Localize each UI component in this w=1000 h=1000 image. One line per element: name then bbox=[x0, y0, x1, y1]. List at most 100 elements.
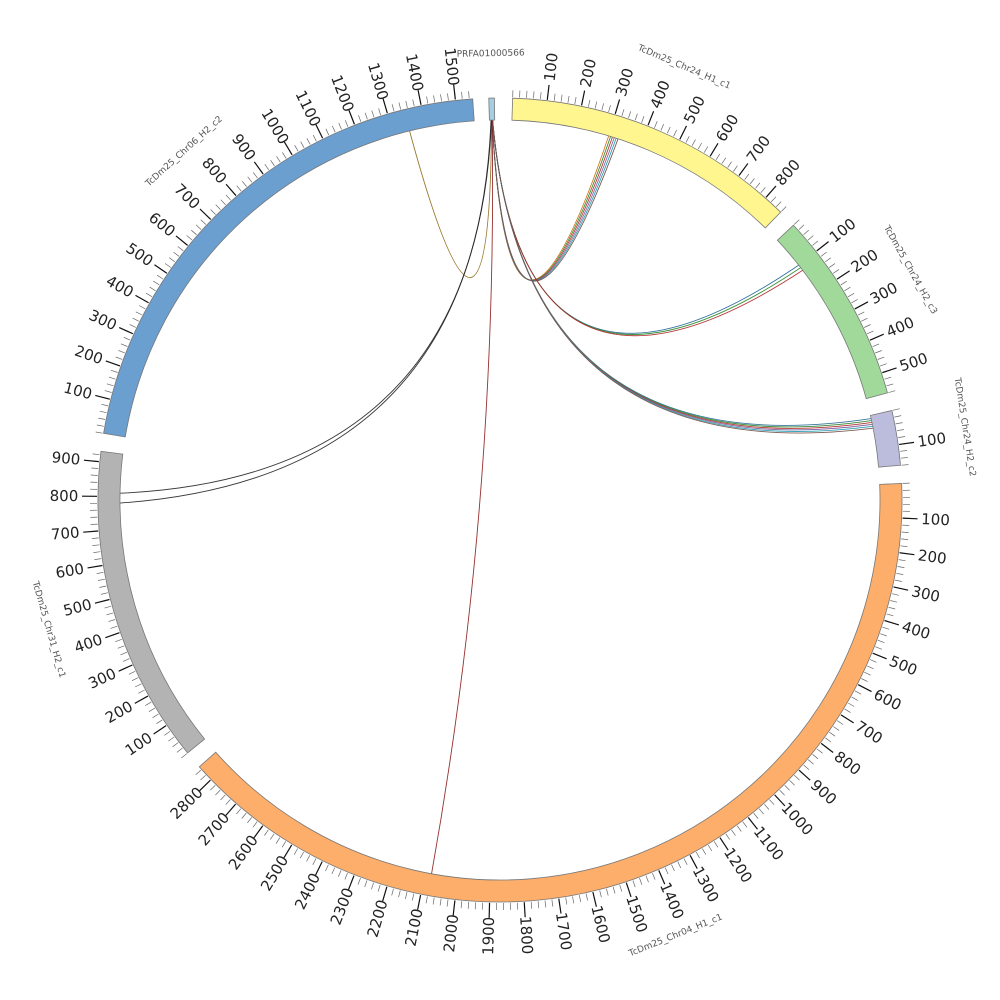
major-tick bbox=[558, 898, 562, 914]
tick-label: 200 bbox=[917, 546, 948, 568]
tick-label: 200 bbox=[848, 246, 882, 277]
tick-label: 100 bbox=[921, 510, 950, 529]
tick-label: 1200 bbox=[327, 72, 358, 114]
major-tick bbox=[592, 892, 597, 907]
tick-label: 300 bbox=[612, 66, 637, 99]
major-tick bbox=[153, 725, 167, 735]
major-tick bbox=[118, 327, 134, 335]
tick-label: 100 bbox=[122, 729, 156, 760]
major-tick bbox=[857, 684, 872, 693]
tick-label: 100 bbox=[916, 429, 947, 451]
tick-label: 500 bbox=[887, 652, 920, 680]
tick-label: 2500 bbox=[257, 852, 292, 894]
major-tick bbox=[382, 886, 388, 902]
tick-label: 600 bbox=[54, 560, 85, 582]
tick-label: 2600 bbox=[225, 832, 262, 873]
segment-chr04_h1_c1 bbox=[198, 483, 903, 903]
tick-label: 900 bbox=[807, 776, 840, 809]
tick-label: 1000 bbox=[257, 106, 292, 148]
tick-label: 1400 bbox=[656, 880, 688, 922]
segment-name-chr24_h2_c3: TcDm25_Chr24_H2_c3 bbox=[881, 223, 939, 316]
tick-label: 800 bbox=[50, 487, 79, 505]
tick-label: 2700 bbox=[195, 809, 234, 850]
segment-name-PRFA01000566: PRFA01000566 bbox=[457, 48, 525, 59]
labels-layer: PRFA01000566 100 200 300 400 500600700800TcDm… bbox=[29, 43, 977, 960]
tick-label: 1000 bbox=[778, 799, 817, 839]
major-tick bbox=[134, 695, 149, 704]
major-tick bbox=[83, 459, 99, 463]
major-tick bbox=[417, 894, 422, 910]
major-tick bbox=[774, 794, 786, 807]
tick-label: 700 bbox=[50, 523, 80, 543]
tick-label: 100 bbox=[62, 379, 94, 404]
segment-name-chr24_h1_c1: TcDm25_Chr24_H1_c1 bbox=[635, 43, 732, 92]
tick-label: 1600 bbox=[587, 904, 613, 945]
tick-label: 700 bbox=[852, 717, 886, 747]
tick-label: 600 bbox=[871, 685, 905, 714]
segment-chr06_h2_c2 bbox=[103, 98, 475, 438]
major-tick bbox=[175, 235, 188, 246]
tick-label: 900 bbox=[51, 448, 81, 469]
tick-label: 1400 bbox=[402, 52, 427, 93]
tick-label: 800 bbox=[198, 154, 230, 187]
tick-label: 900 bbox=[228, 130, 259, 164]
tick-label: 1300 bbox=[689, 863, 723, 905]
links-layer bbox=[119, 120, 874, 874]
major-tick bbox=[105, 632, 120, 639]
tick-label: 800 bbox=[831, 748, 865, 780]
major-tick bbox=[382, 98, 388, 114]
major-tick bbox=[647, 111, 655, 126]
major-tick bbox=[893, 586, 909, 591]
major-tick bbox=[348, 110, 355, 125]
minor-ticks-chr24_h1_c1 bbox=[512, 90, 787, 212]
ticks-layer bbox=[82, 84, 918, 918]
major-tick bbox=[765, 185, 777, 198]
tick-label: 500 bbox=[897, 349, 930, 375]
segments-layer bbox=[97, 97, 903, 903]
tick-label: 2000 bbox=[440, 913, 462, 953]
major-tick bbox=[869, 333, 884, 341]
tick-label: 1100 bbox=[750, 823, 788, 864]
major-tick bbox=[253, 161, 264, 175]
major-tick bbox=[747, 817, 758, 830]
link-chr31_h2_c1 bbox=[119, 120, 492, 504]
link-chr31_h2_c1 bbox=[120, 120, 492, 494]
major-tick bbox=[118, 664, 133, 672]
segment-name-chr31_h2_c1: TcDm25_Chr31_H2_c1 bbox=[29, 579, 66, 679]
tick-label: 1800 bbox=[516, 916, 536, 955]
tick-label: 400 bbox=[647, 78, 674, 111]
tick-label: 200 bbox=[577, 57, 600, 89]
major-tick bbox=[719, 837, 729, 851]
major-tick bbox=[709, 143, 719, 157]
tick-label: 100 bbox=[826, 215, 860, 247]
major-tick bbox=[452, 900, 456, 916]
major-tick bbox=[798, 769, 811, 781]
tick-label: 2100 bbox=[401, 907, 426, 948]
major-tick bbox=[679, 125, 688, 140]
tick-label: 1900 bbox=[479, 917, 498, 956]
major-tick bbox=[854, 301, 869, 310]
major-tick bbox=[417, 89, 422, 105]
major-tick bbox=[689, 855, 698, 869]
major-tick bbox=[546, 84, 550, 100]
tick-label: 400 bbox=[103, 272, 137, 302]
segment-chr31_h2_c1 bbox=[97, 450, 206, 754]
tick-label: 2300 bbox=[327, 885, 358, 927]
tick-label: 200 bbox=[72, 342, 105, 369]
major-tick bbox=[899, 441, 915, 446]
major-tick bbox=[820, 742, 834, 753]
tick-label: 1300 bbox=[364, 61, 392, 103]
major-tick bbox=[253, 825, 264, 839]
tick-label: 100 bbox=[541, 52, 562, 83]
segment-name-chr24_h2_c2: TcDm25_Chr24_H2_c2 bbox=[951, 376, 977, 477]
major-tick bbox=[884, 619, 900, 626]
major-tick bbox=[315, 124, 324, 139]
segment-chr24_h2_c2 bbox=[869, 410, 901, 468]
segment-PRFA01000566 bbox=[488, 97, 496, 121]
tick-label: 1100 bbox=[292, 87, 325, 129]
major-tick bbox=[738, 163, 749, 176]
major-tick bbox=[83, 530, 99, 533]
segment-chr24_h1_c1 bbox=[511, 97, 782, 229]
major-tick bbox=[816, 241, 829, 252]
link-chr04_h1_c1 bbox=[431, 120, 494, 874]
